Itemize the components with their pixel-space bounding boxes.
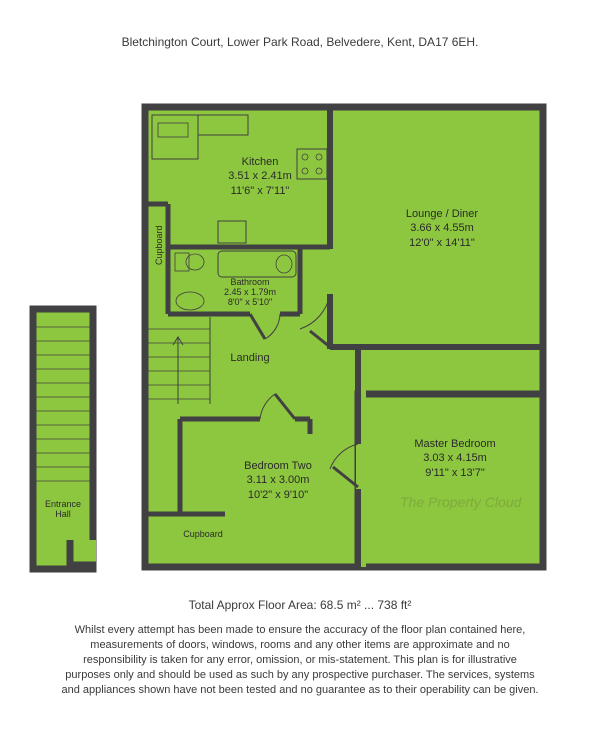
entrance-label: Entrance Hall bbox=[38, 499, 88, 519]
watermark: The Property Cloud bbox=[400, 494, 521, 510]
lounge-label: Lounge / Diner 3.66 x 4.55m 12'0" x 14'1… bbox=[372, 207, 512, 250]
landing-name: Landing bbox=[215, 351, 285, 365]
cupboard-top-label: Cupboard bbox=[154, 215, 164, 265]
kitchen-dim-ft: 11'6" x 7'11" bbox=[200, 184, 320, 198]
master-label: Master Bedroom 3.03 x 4.15m 9'11" x 13'7… bbox=[385, 437, 525, 480]
bedroom2-label: Bedroom Two 3.11 x 3.00m 10'2" x 9'10" bbox=[218, 459, 338, 502]
entrance-block bbox=[33, 309, 96, 569]
bathroom-dim-ft: 8'0" x 5'10" bbox=[210, 297, 290, 307]
bathroom-dim-m: 2.45 x 1.79m bbox=[210, 287, 290, 297]
bedroom2-dim-ft: 10'2" x 9'10" bbox=[218, 488, 338, 502]
kitchen-label: Kitchen 3.51 x 2.41m 11'6" x 7'11" bbox=[200, 155, 320, 198]
lounge-dim-ft: 12'0" x 14'11" bbox=[372, 236, 512, 250]
lounge-name: Lounge / Diner bbox=[372, 207, 512, 221]
address-title: Bletchington Court, Lower Park Road, Bel… bbox=[0, 0, 600, 49]
bedroom2-dim-m: 3.11 x 3.00m bbox=[218, 473, 338, 487]
lounge-dim-m: 3.66 x 4.55m bbox=[372, 221, 512, 235]
kitchen-name: Kitchen bbox=[200, 155, 320, 169]
master-dim-ft: 9'11" x 13'7" bbox=[385, 466, 525, 480]
landing-label: Landing bbox=[215, 351, 285, 365]
bathroom-label: Bathroom 2.45 x 1.79m 8'0" x 5'10" bbox=[210, 277, 290, 307]
disclaimer: Whilst every attempt has been made to en… bbox=[60, 623, 540, 697]
kitchen-dim-m: 3.51 x 2.41m bbox=[200, 169, 320, 183]
floorplan: Kitchen 3.51 x 2.41m 11'6" x 7'11" Loung… bbox=[0, 49, 600, 589]
master-dim-m: 3.03 x 4.15m bbox=[385, 451, 525, 465]
floorplan-svg bbox=[0, 49, 600, 609]
entrance-text1: Entrance bbox=[38, 499, 88, 509]
bedroom2-name: Bedroom Two bbox=[218, 459, 338, 473]
page: Bletchington Court, Lower Park Road, Bel… bbox=[0, 0, 600, 750]
master-name: Master Bedroom bbox=[385, 437, 525, 451]
bathroom-name: Bathroom bbox=[210, 277, 290, 287]
cupboard-bot-label: Cupboard bbox=[178, 529, 228, 539]
entrance-text2: Hall bbox=[38, 509, 88, 519]
